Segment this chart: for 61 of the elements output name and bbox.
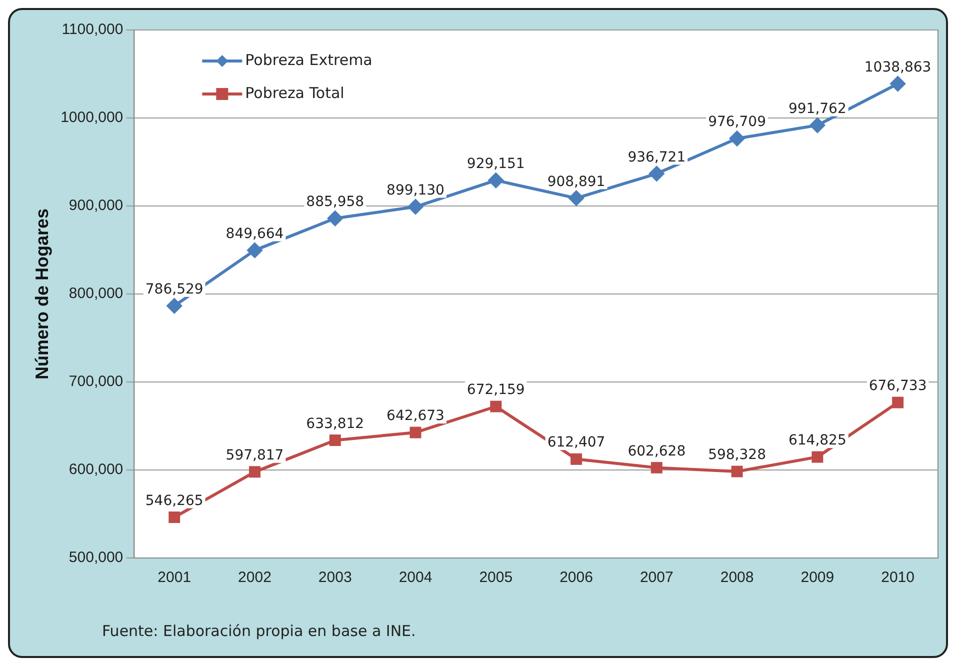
data-label: 598,328 (708, 447, 766, 464)
x-tick-label: 2004 (398, 569, 432, 586)
point (812, 451, 824, 463)
x-tick-label: 2009 (800, 569, 834, 586)
data-label: 676,733 (868, 378, 927, 394)
data-label: 899,130 (386, 182, 444, 198)
y-tick-label: 800,000 (68, 285, 124, 302)
x-tick-label: 2008 (720, 569, 754, 586)
data-label: 642,673 (386, 408, 444, 424)
point (810, 118, 825, 133)
legend-label: Pobreza Extrema (245, 50, 372, 69)
point (650, 462, 662, 474)
point (329, 434, 341, 446)
x-tick-label: 2001 (158, 569, 192, 586)
source-note: Fuente: Elaboración propia en base a INE. (102, 622, 416, 640)
data-label: 908,891 (547, 174, 606, 190)
x-tick-label: 2005 (479, 569, 513, 586)
point (490, 400, 502, 412)
data-label: 614,825 (788, 432, 846, 449)
x-tick-label: 2010 (881, 569, 914, 586)
point (731, 466, 743, 478)
point (892, 396, 904, 408)
data-label: 597,817 (226, 448, 284, 464)
data-label: 976,709 (708, 114, 766, 130)
point (247, 242, 262, 258)
point (570, 453, 582, 465)
data-label: 1038,863 (864, 59, 932, 76)
data-label: 786,529 (145, 281, 204, 298)
data-label: 602,628 (628, 443, 686, 460)
point (649, 166, 664, 182)
point (168, 512, 180, 524)
data-label: 991,762 (788, 100, 846, 117)
data-label: 546,265 (145, 492, 204, 509)
y-tick-label: 500,000 (68, 549, 124, 566)
data-label: 849,664 (226, 226, 284, 242)
x-tick-label: 2002 (238, 569, 272, 586)
y-tick-label: 1100,000 (62, 21, 124, 38)
data-label: 612,407 (547, 434, 606, 451)
y-tick-label: 1000,000 (60, 109, 124, 126)
data-label: 929,151 (466, 156, 525, 172)
y-tick-label: 600,000 (68, 461, 124, 478)
point (408, 199, 424, 214)
point (248, 466, 260, 478)
point (568, 190, 584, 206)
point (488, 172, 504, 188)
legend-label: Pobreza Total (245, 84, 344, 102)
x-tick-label: 2007 (640, 569, 674, 586)
point (730, 130, 745, 146)
x-tick-label: 2006 (560, 569, 593, 586)
data-label: 672,159 (466, 382, 525, 398)
data-label: 936,721 (628, 149, 686, 166)
data-label: 633,812 (306, 416, 364, 432)
point (328, 210, 343, 226)
point (410, 426, 422, 438)
y-tick-label: 900,000 (68, 197, 124, 214)
point (890, 76, 906, 92)
x-tick-label: 2003 (318, 569, 352, 586)
data-label: 885,958 (306, 194, 364, 210)
y-tick-label: 700,000 (68, 373, 124, 390)
y-axis-title: Número de Hogares (32, 208, 52, 380)
point (166, 298, 182, 314)
